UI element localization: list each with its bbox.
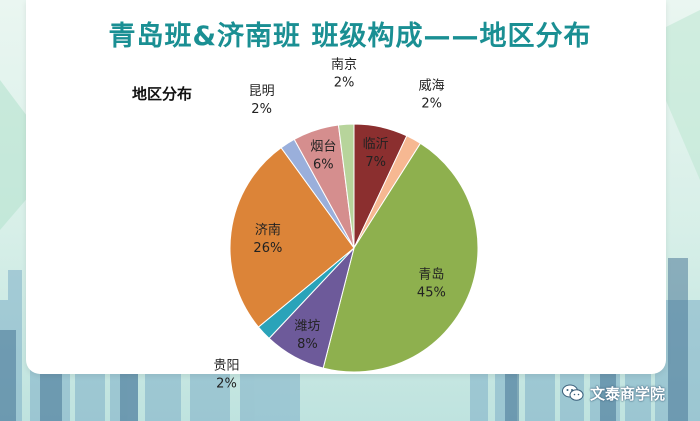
slice-value-昆明: 2% — [251, 102, 272, 117]
slice-label-贵阳: 贵阳 — [213, 358, 239, 373]
slice-label-济南: 济南 — [255, 222, 281, 238]
slice-label-南京: 南京 — [331, 57, 357, 73]
pie-slice-济南 — [229, 146, 355, 328]
pie-slice-青岛 — [322, 142, 479, 373]
slice-value-南京: 2% — [334, 76, 355, 91]
slice-label-烟台: 烟台 — [310, 140, 336, 155]
slice-value-济南: 26% — [253, 241, 282, 256]
pie-slice-南京 — [337, 123, 355, 249]
slice-value-威海: 2% — [421, 97, 442, 112]
slice-label-潍坊: 潍坊 — [294, 319, 320, 334]
chart-title: 地区分布 — [132, 85, 192, 103]
slice-label-威海: 威海 — [419, 79, 445, 94]
slice-value-临沂: 7% — [365, 155, 386, 170]
slice-label-临沂: 临沂 — [363, 137, 389, 152]
slice-value-贵阳: 2% — [216, 376, 237, 391]
slice-value-烟台: 6% — [313, 158, 334, 173]
slice-label-昆明: 昆明 — [249, 84, 275, 99]
page-title: 青岛班&济南班 班级构成——地区分布 — [108, 21, 592, 52]
watermark-text: 文泰商学院 — [590, 384, 666, 403]
watermark: 文泰商学院 — [562, 381, 692, 405]
slice-label-青岛: 青岛 — [418, 266, 444, 282]
slice-value-青岛: 45% — [417, 285, 446, 300]
slice-value-潍坊: 8% — [297, 337, 318, 352]
wechat-icon — [562, 384, 584, 401]
